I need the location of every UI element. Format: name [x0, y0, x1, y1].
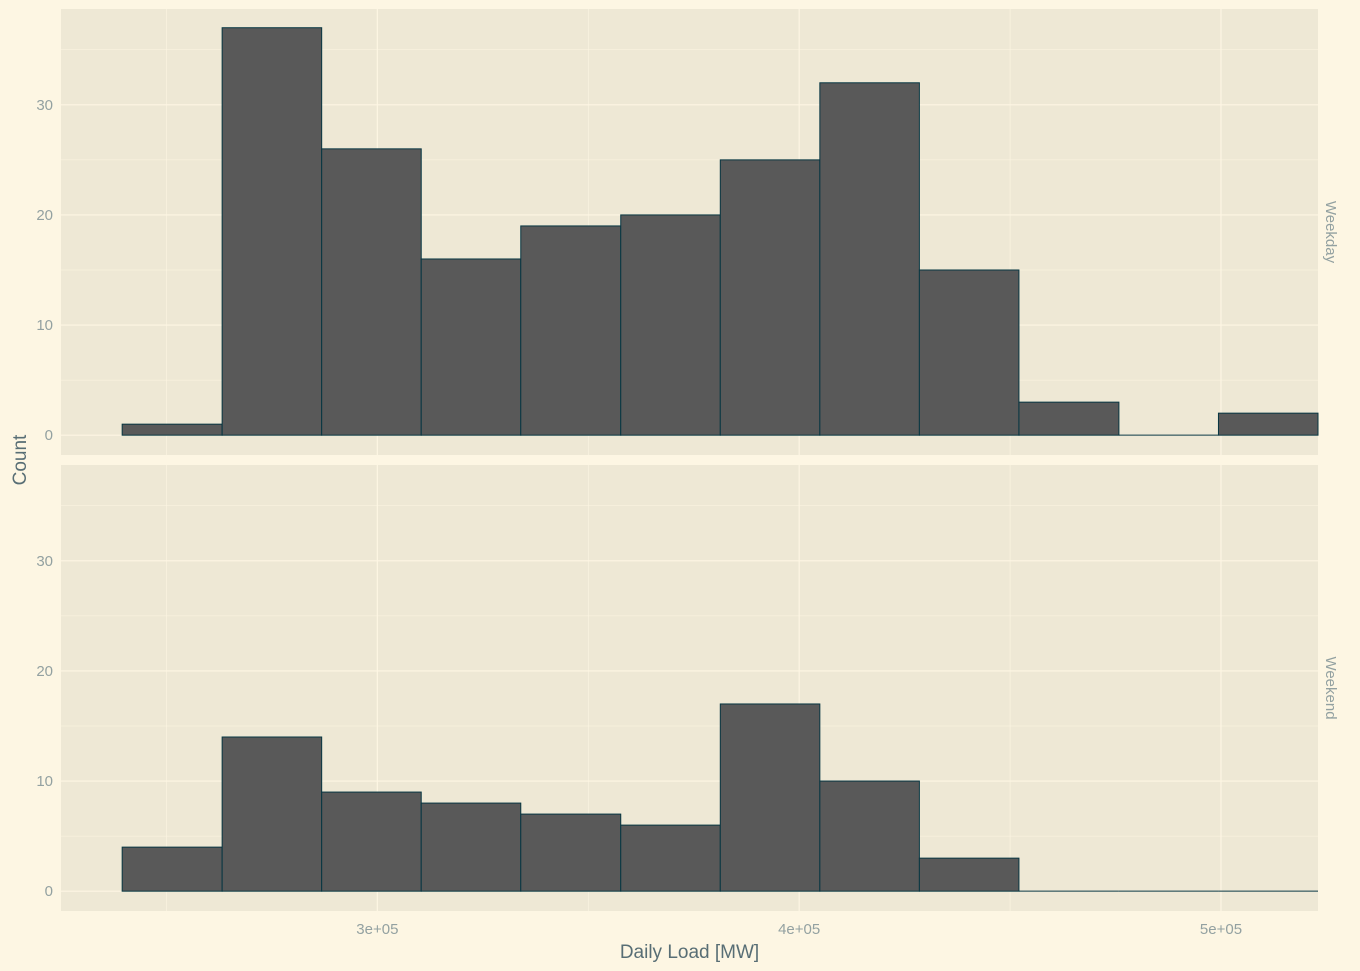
histogram-bar [121, 423, 223, 436]
y-tick-label: 20 [36, 207, 53, 224]
histogram-bar [620, 214, 721, 436]
x-axis-ticks: 3e+05 4e+05 5e+05 [356, 921, 1242, 938]
histogram-bar [221, 27, 323, 436]
histogram-bar [918, 857, 1020, 892]
histogram-bar [719, 703, 821, 892]
histogram-bar [121, 846, 223, 892]
histogram-bar [520, 225, 622, 436]
y-axis-title: Count [10, 434, 31, 485]
histogram-bar [620, 824, 721, 892]
y-tick-label: 10 [36, 773, 53, 790]
y-tick-label: 0 [45, 883, 53, 900]
y-tick-label: 30 [36, 97, 53, 114]
histogram-bar [221, 736, 323, 892]
histogram-bar [420, 258, 522, 436]
histogram-bar [520, 813, 622, 892]
x-tick-label: 4e+05 [778, 921, 820, 938]
facet-panels: 0 10 20 30 Weekday 0 10 20 30 Weekend [36, 9, 1339, 911]
histogram-bar [321, 791, 422, 892]
y-tick-label: 20 [36, 663, 53, 680]
x-tick-label: 5e+05 [1200, 921, 1242, 938]
histogram-bar [1217, 412, 1319, 436]
x-tick-label: 3e+05 [356, 921, 398, 938]
histogram-bar [819, 780, 920, 892]
histogram-bar [918, 269, 1020, 436]
facet-strip-label: Weekend [1322, 656, 1339, 719]
y-tick-label: 30 [36, 553, 53, 570]
histogram-bar [719, 159, 821, 436]
histogram-bar [819, 82, 920, 436]
y-tick-label: 10 [36, 317, 53, 334]
facet-strip-label: Weekday [1322, 201, 1339, 264]
facet-panel-weekday: 0 10 20 30 Weekday [36, 9, 1339, 455]
y-tick-label: 0 [45, 427, 53, 444]
x-axis-title: Daily Load [MW] [620, 942, 759, 963]
facet-panel-weekend: 0 10 20 30 Weekend [36, 465, 1339, 911]
histogram-bar [1018, 401, 1120, 436]
histogram-bar [420, 802, 522, 892]
histogram-bar [321, 148, 422, 436]
